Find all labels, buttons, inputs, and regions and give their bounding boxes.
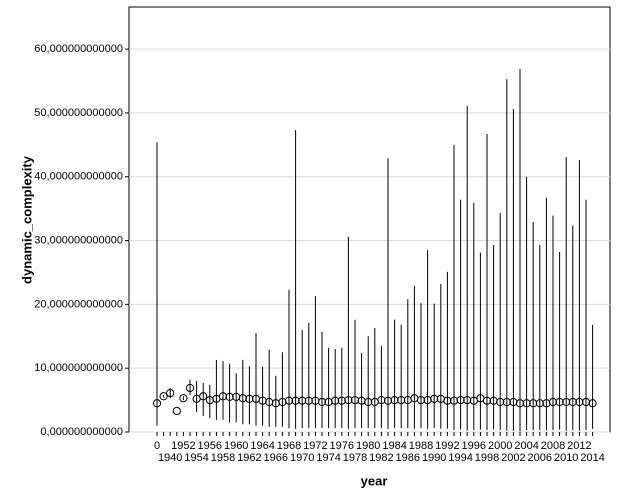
y-tick-label: 30,000000000000 [34, 234, 123, 246]
mean-marker [496, 397, 505, 407]
mean-marker [245, 394, 254, 403]
mean-marker [377, 395, 386, 405]
x-tick-label: 1990 [422, 452, 446, 464]
x-tick-label: 1972 [303, 440, 327, 452]
mean-marker [397, 395, 406, 405]
mean-marker [317, 397, 327, 407]
mean-marker [185, 383, 195, 393]
x-tick-label: 1986 [396, 452, 420, 464]
mean-marker [218, 392, 228, 401]
x-tick-label: 1962 [237, 452, 261, 464]
x-tick-label: 1978 [343, 452, 367, 464]
x-tick-label: 2008 [541, 440, 565, 452]
mean-marker [166, 388, 175, 398]
x-tick-label: 0 [154, 440, 160, 452]
x-tick-label: 2010 [554, 452, 578, 464]
x-tick-label: 1970 [290, 452, 314, 464]
mean-marker [159, 392, 168, 401]
mean-marker [502, 397, 511, 407]
mean-marker [555, 397, 564, 407]
x-tick-label: 1994 [448, 452, 472, 464]
mean-marker [575, 397, 584, 407]
x-tick-label: 2012 [567, 440, 591, 452]
mean-marker [449, 396, 459, 405]
x-tick-label: 2014 [580, 452, 604, 464]
mean-marker [416, 395, 426, 405]
mean-marker [562, 397, 571, 407]
mean-marker [383, 396, 393, 405]
mean-marker [172, 406, 181, 416]
x-tick-label: 1964 [250, 440, 274, 452]
x-tick-label: 1966 [264, 452, 288, 464]
mean-marker [350, 395, 360, 405]
y-tick-label: 40,000000000000 [34, 171, 123, 183]
x-tick-label: 1976 [330, 440, 354, 452]
mean-marker [456, 395, 465, 405]
mean-marker [152, 399, 162, 408]
mean-marker [284, 396, 294, 405]
x-tick-label: 1956 [198, 440, 222, 452]
mean-marker [515, 399, 525, 408]
y-tick-label: 20,000000000000 [34, 298, 123, 310]
mean-marker [364, 397, 373, 407]
x-tick-label: 1954 [184, 452, 208, 464]
mean-marker [568, 397, 577, 407]
x-tick-label: 2006 [528, 452, 552, 464]
mean-marker [430, 394, 439, 403]
x-tick-label: 2000 [488, 440, 512, 452]
mean-marker [337, 396, 346, 405]
mean-marker [522, 399, 531, 408]
x-tick-label: 1952 [171, 440, 195, 452]
mean-marker [238, 394, 247, 403]
x-tick-label: 1980 [356, 440, 380, 452]
x-tick-label: 1958 [211, 452, 235, 464]
x-tick-label: 1998 [475, 452, 499, 464]
mean-marker [225, 392, 234, 402]
mean-marker [291, 396, 300, 405]
mean-marker [529, 399, 538, 408]
x-tick-label: 1940 [158, 452, 182, 464]
y-tick-label: 0,000000000000 [40, 426, 123, 438]
mean-marker [298, 396, 307, 405]
y-tick-label: 50,000000000000 [34, 107, 123, 119]
mean-marker [463, 395, 472, 405]
x-tick-label: 1968 [277, 440, 301, 452]
plot-area [128, 6, 611, 433]
x-tick-label: 1996 [462, 440, 486, 452]
mean-marker [304, 396, 313, 405]
y-axis-title: dynamic_complexity [19, 155, 34, 284]
mean-marker [179, 394, 188, 403]
x-tick-label: 1974 [316, 452, 340, 464]
x-tick-label: 1992 [435, 440, 459, 452]
mean-marker [588, 399, 597, 408]
x-axis-title: year [361, 473, 388, 488]
mean-marker [331, 396, 340, 405]
mean-marker [390, 395, 399, 405]
mean-marker [443, 396, 452, 405]
mean-marker [548, 397, 558, 407]
x-tick-label: 2002 [501, 452, 525, 464]
mean-marker [344, 395, 353, 405]
x-tick-label: 1982 [369, 452, 393, 464]
mean-marker [199, 392, 208, 401]
y-tick-label: 10,000000000000 [34, 362, 123, 374]
x-tick-label: 1988 [409, 440, 433, 452]
x-tick-label: 1960 [224, 440, 248, 452]
y-tick-label: 60,000000000000 [34, 43, 123, 55]
x-tick-label: 1984 [382, 440, 406, 452]
mean-marker [482, 396, 492, 405]
mean-marker [535, 399, 544, 408]
x-tick-label: 2004 [514, 440, 538, 452]
